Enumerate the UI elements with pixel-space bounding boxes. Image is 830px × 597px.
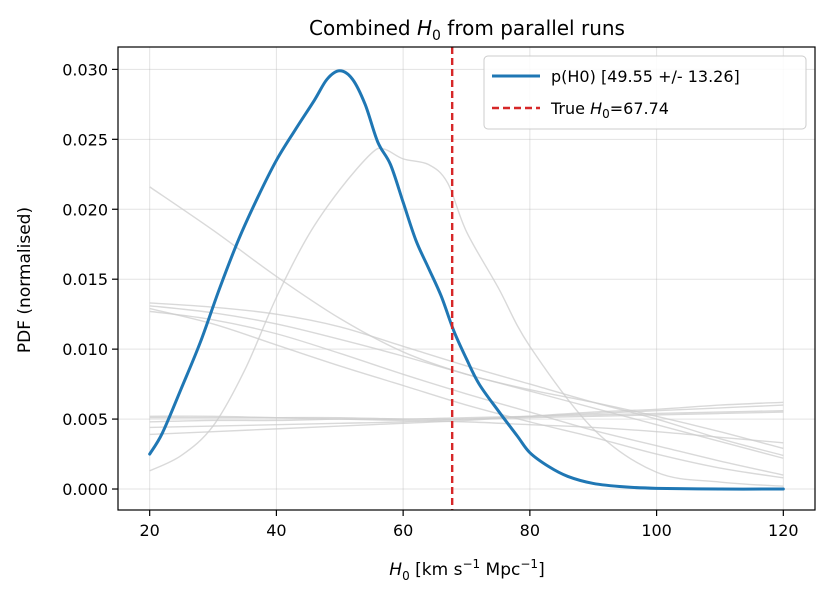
run-line xyxy=(149,302,784,457)
x-tick-label: 20 xyxy=(140,521,160,540)
chart-title: Combined H0 from parallel runs xyxy=(309,16,625,44)
run-line xyxy=(149,307,784,479)
y-tick-label: 0.030 xyxy=(62,60,108,79)
main-series xyxy=(148,69,785,491)
x-tick-label: 120 xyxy=(768,521,799,540)
y-tick-label: 0.020 xyxy=(62,200,108,219)
run-line xyxy=(149,305,784,459)
main-pdf-line xyxy=(148,69,785,491)
legend-truth-label: True H0=67.74 xyxy=(550,99,669,121)
run-line xyxy=(149,310,784,476)
y-tick-label: 0.010 xyxy=(62,340,108,359)
x-axis-ticks: 20 40 60 80 100 120 xyxy=(140,510,799,540)
legend-main-label: p(H0) [49.55 +/- 13.26] xyxy=(551,67,740,86)
grid xyxy=(118,47,815,510)
parallel-runs xyxy=(149,147,784,487)
run-line xyxy=(149,415,784,444)
run-line xyxy=(149,409,784,423)
legend: p(H0) [49.55 +/- 13.26] True H0=67.74 xyxy=(483,55,807,130)
x-tick-label: 80 xyxy=(520,521,540,540)
y-tick-label: 0.015 xyxy=(62,270,108,289)
plot-frame xyxy=(117,46,816,511)
x-tick-label: 60 xyxy=(393,521,413,540)
x-axis-title: H0 [km s−1 Mpc−1] xyxy=(389,557,544,583)
legend-box xyxy=(483,55,807,130)
y-axis-ticks: 0.000 0.005 0.010 0.015 0.020 0.025 0.030 xyxy=(62,60,118,499)
y-tick-label: 0.000 xyxy=(62,480,108,499)
run-line xyxy=(149,404,784,429)
x-tick-label: 40 xyxy=(266,521,286,540)
x-tick-label: 100 xyxy=(641,521,672,540)
y-tick-label: 0.005 xyxy=(62,410,108,429)
y-tick-label: 0.025 xyxy=(62,130,108,149)
run-line xyxy=(149,147,784,487)
run-line xyxy=(149,401,784,436)
y-axis-title: PDF (normalised) xyxy=(15,207,35,353)
